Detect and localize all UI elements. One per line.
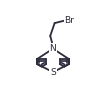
Text: Br: Br <box>64 16 74 25</box>
Text: S: S <box>50 68 56 77</box>
Text: N: N <box>50 44 56 53</box>
